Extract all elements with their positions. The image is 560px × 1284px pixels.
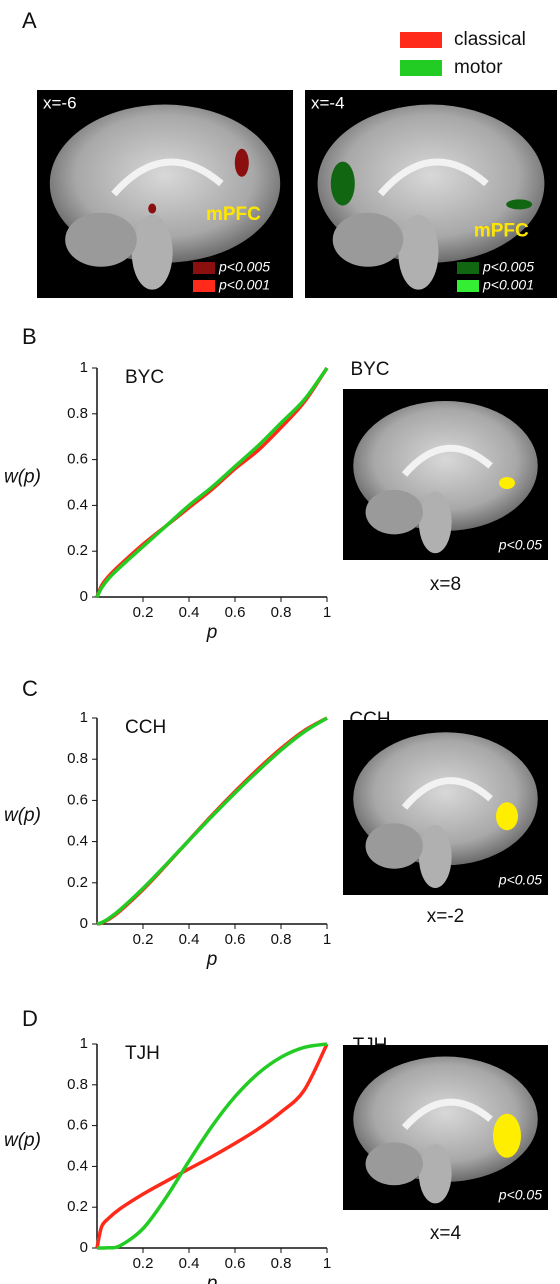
y-tick-label: 0.6	[67, 1117, 88, 1134]
brain-stem	[398, 215, 438, 290]
slice-label: x=4	[430, 1223, 462, 1244]
brain-stem	[419, 825, 452, 888]
threshold-swatch	[457, 280, 479, 292]
y-tick-label: 0.8	[67, 1076, 88, 1093]
slice-label: x=-6	[43, 93, 77, 112]
activation	[235, 149, 249, 177]
cerebellum	[366, 823, 423, 869]
chart-title: BYC	[125, 367, 164, 388]
x-tick-label: 0.8	[271, 1255, 292, 1272]
activation	[506, 199, 532, 209]
y-tick-label: 0	[80, 1239, 88, 1256]
panel-label: D	[22, 1006, 38, 1031]
curve	[97, 718, 327, 924]
curve	[97, 1044, 327, 1248]
y-tick-label: 0.6	[67, 451, 88, 468]
y-tick-label: 0	[80, 588, 88, 605]
threshold-label: p<0.001	[218, 277, 270, 293]
x-axis-label: p	[206, 1273, 218, 1284]
brain-stem	[132, 215, 173, 290]
threshold-swatch	[457, 262, 479, 274]
cerebellum	[333, 213, 404, 267]
chart-title: TJH	[125, 1043, 160, 1064]
y-axis-label: w(p)	[4, 805, 41, 826]
slice-label: x=-4	[311, 93, 345, 112]
chart-title: CCH	[125, 717, 166, 738]
x-tick-label: 1	[323, 1255, 331, 1272]
brain-stem	[419, 1144, 452, 1203]
y-tick-label: 0.2	[67, 1198, 88, 1215]
x-tick-label: 0.4	[179, 931, 200, 948]
curve	[97, 368, 327, 597]
curve	[97, 1044, 327, 1248]
x-axis-label: p	[206, 949, 218, 970]
y-tick-label: 1	[80, 709, 88, 726]
cerebellum	[366, 1142, 423, 1185]
curve	[97, 718, 327, 924]
region-label: mPFC	[474, 220, 529, 241]
curve	[97, 368, 327, 597]
panel-label: A	[22, 8, 37, 33]
region-label: mPFC	[206, 204, 261, 225]
panel-label: C	[22, 676, 38, 701]
threshold-label: p<0.05	[498, 1187, 542, 1203]
figure: A B C Dclassical motor x=-6 mPFC p<0.005 p<0.001…	[0, 0, 560, 1284]
activation	[493, 1114, 521, 1158]
activation	[496, 802, 518, 830]
slice-label: x=-2	[427, 906, 465, 927]
x-tick-label: 0.6	[225, 931, 246, 948]
legend-label: classical	[454, 29, 526, 50]
cerebellum	[366, 490, 423, 534]
cerebellum	[65, 213, 137, 267]
threshold-label: p<0.005	[218, 259, 270, 275]
panel-label: B	[22, 324, 37, 349]
brain-stem	[419, 492, 452, 554]
y-tick-label: 1	[80, 359, 88, 376]
y-tick-label: 0.8	[67, 405, 88, 422]
y-tick-label: 0.6	[67, 791, 88, 808]
threshold-label: p<0.05	[498, 872, 542, 888]
x-tick-label: 0.2	[133, 1255, 154, 1272]
legend-swatch	[400, 60, 442, 76]
x-tick-label: 0.4	[179, 604, 200, 621]
x-tick-label: 1	[323, 931, 331, 948]
legend-label: motor	[454, 57, 503, 78]
x-tick-label: 0.6	[225, 1255, 246, 1272]
y-tick-label: 1	[80, 1035, 88, 1052]
activation	[148, 204, 156, 214]
y-tick-label: 0.4	[67, 496, 88, 513]
x-axis-label: p	[206, 622, 218, 643]
x-tick-label: 0.2	[133, 931, 154, 948]
activation	[499, 477, 515, 489]
y-tick-label: 0	[80, 915, 88, 932]
y-tick-label: 0.8	[67, 750, 88, 767]
x-tick-label: 0.6	[225, 604, 246, 621]
subject-label: BYC	[350, 359, 389, 380]
x-tick-label: 0.4	[179, 1255, 200, 1272]
y-tick-label: 0.4	[67, 1157, 88, 1174]
y-tick-label: 0.2	[67, 542, 88, 559]
threshold-swatch	[193, 262, 215, 274]
y-tick-label: 0.2	[67, 874, 88, 891]
threshold-swatch	[193, 280, 215, 292]
y-axis-label: w(p)	[4, 1130, 41, 1151]
threshold-label: p<0.005	[482, 259, 534, 275]
x-tick-label: 0.8	[271, 931, 292, 948]
slice-label: x=8	[430, 574, 461, 595]
x-tick-label: 1	[323, 604, 331, 621]
y-axis-label: w(p)	[4, 467, 41, 488]
legend-swatch	[400, 32, 442, 48]
threshold-label: p<0.001	[482, 277, 534, 293]
activation	[331, 162, 355, 206]
y-tick-label: 0.4	[67, 833, 88, 850]
x-tick-label: 0.8	[271, 604, 292, 621]
x-tick-label: 0.2	[133, 604, 154, 621]
threshold-label: p<0.05	[498, 537, 542, 553]
